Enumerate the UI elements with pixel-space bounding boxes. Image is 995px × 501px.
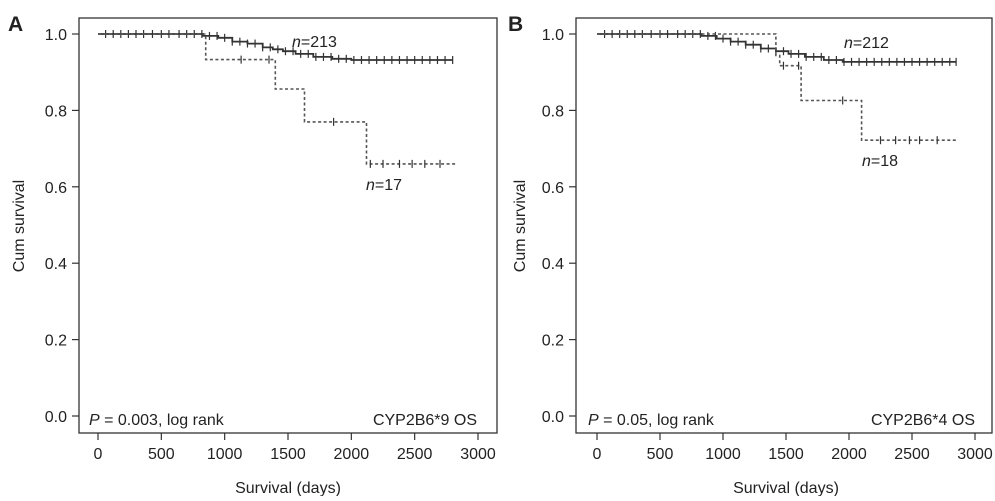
panel-a-xtick-label: 500 [148, 446, 175, 463]
panel-a-x-axis-label: Survival (days) [235, 480, 341, 496]
panel-a-xtick-label: 1500 [270, 446, 306, 463]
panel-b-xtick-label: 1000 [705, 446, 741, 463]
panel-b-xtick-label: 3000 [957, 446, 993, 463]
panel-a-series-1-n-prefix: n [292, 34, 301, 51]
panel-a-ytick-label: 0.6 [45, 180, 67, 197]
panel-a-xtick-label: 2500 [397, 446, 433, 463]
panel-b-p-text: = 0.05, log rank [599, 412, 715, 429]
panel-b-y-axis-label: Cum survival [512, 180, 529, 272]
panel-a-ytick-label: 0.0 [45, 409, 67, 426]
panel-b-p-value: P = 0.05, log rank [588, 412, 715, 429]
panel-a-label: A [8, 13, 23, 36]
panel-a-p-symbol: P [89, 412, 100, 429]
panel-b-x-axis-label: Survival (days) [733, 480, 839, 496]
panel-a-series-1-curve [98, 33, 453, 61]
panel-a-xtick-label: 1000 [207, 446, 243, 463]
panel-b-xtick-label: 0 [593, 446, 602, 463]
panel-a-y-axis-label: Cum survival [11, 180, 28, 272]
panel-b-series-1-n-value: =212 [853, 35, 889, 52]
panel-b-series-1-n-label: n=212 [844, 35, 889, 52]
panel-a-ytick-label: 0.4 [45, 256, 67, 273]
panel-b-xtick-label: 2500 [894, 446, 930, 463]
panel-a-ytick-label: 1.0 [45, 27, 67, 44]
panel-b-ytick-label: 0.0 [542, 409, 564, 426]
panel-b-label: B [508, 13, 523, 36]
panel-a-p-text: = 0.003, log rank [100, 412, 225, 429]
panel-b-ytick-label: 1.0 [542, 27, 564, 44]
panel-b-ytick-label: 0.2 [542, 333, 564, 350]
panel-b-series-1-n-prefix: n [844, 35, 853, 52]
panel-b-ytick-label: 0.6 [542, 180, 564, 197]
panel-b-series-2-n-prefix: n [862, 153, 871, 170]
panel-a-series-2-n-prefix: n [366, 177, 375, 194]
panel-a-series-2-n-value: =17 [375, 177, 402, 194]
panel-a-series-1-n-value: =213 [301, 34, 337, 51]
panel-b-ytick-label: 0.4 [542, 256, 564, 273]
panel-b-xtick-label: 2000 [831, 446, 867, 463]
panel-a-xtick-label: 3000 [460, 446, 496, 463]
panel-b-frame [575, 17, 993, 434]
panel-b-xtick-label: 500 [647, 446, 674, 463]
panel-a-series-2-n-label: n=17 [366, 177, 402, 194]
panel-a-p-value: P = 0.003, log rank [89, 412, 225, 429]
panel-a-annotation: CYP2B6*9 OS [373, 412, 477, 429]
panel-a-xtick-label: 2000 [334, 446, 370, 463]
panel-a-xtick-label: 0 [94, 446, 103, 463]
panel-b-p-symbol: P [588, 412, 599, 429]
panel-b-xtick-label: 1500 [768, 446, 804, 463]
panel-a-ytick-label: 0.2 [45, 333, 67, 350]
panel-b-series-2-n-value: =18 [871, 153, 898, 170]
panel-b-series-2-curve [597, 33, 957, 141]
panel-a-frame [78, 17, 498, 434]
panel-a-series-1-n-label: n=213 [292, 34, 337, 51]
panel-a: A 0.0 0.2 0.4 0.6 0.8 1.0 0 500 1000 1500 2000 2500 3… [8, 13, 498, 497]
panel-b-series-2-n-label: n=18 [862, 153, 898, 170]
panel-b-annotation: CYP2B6*4 OS [871, 412, 975, 429]
panel-b-ytick-label: 0.8 [542, 103, 564, 120]
panel-a-ytick-label: 0.8 [45, 103, 67, 120]
panel-a-series-2-curve [98, 33, 457, 165]
panel-b: B 0.0 0.2 0.4 0.6 0.8 1.0 0 500 1000 1500 2000 2500 3… [508, 13, 993, 497]
